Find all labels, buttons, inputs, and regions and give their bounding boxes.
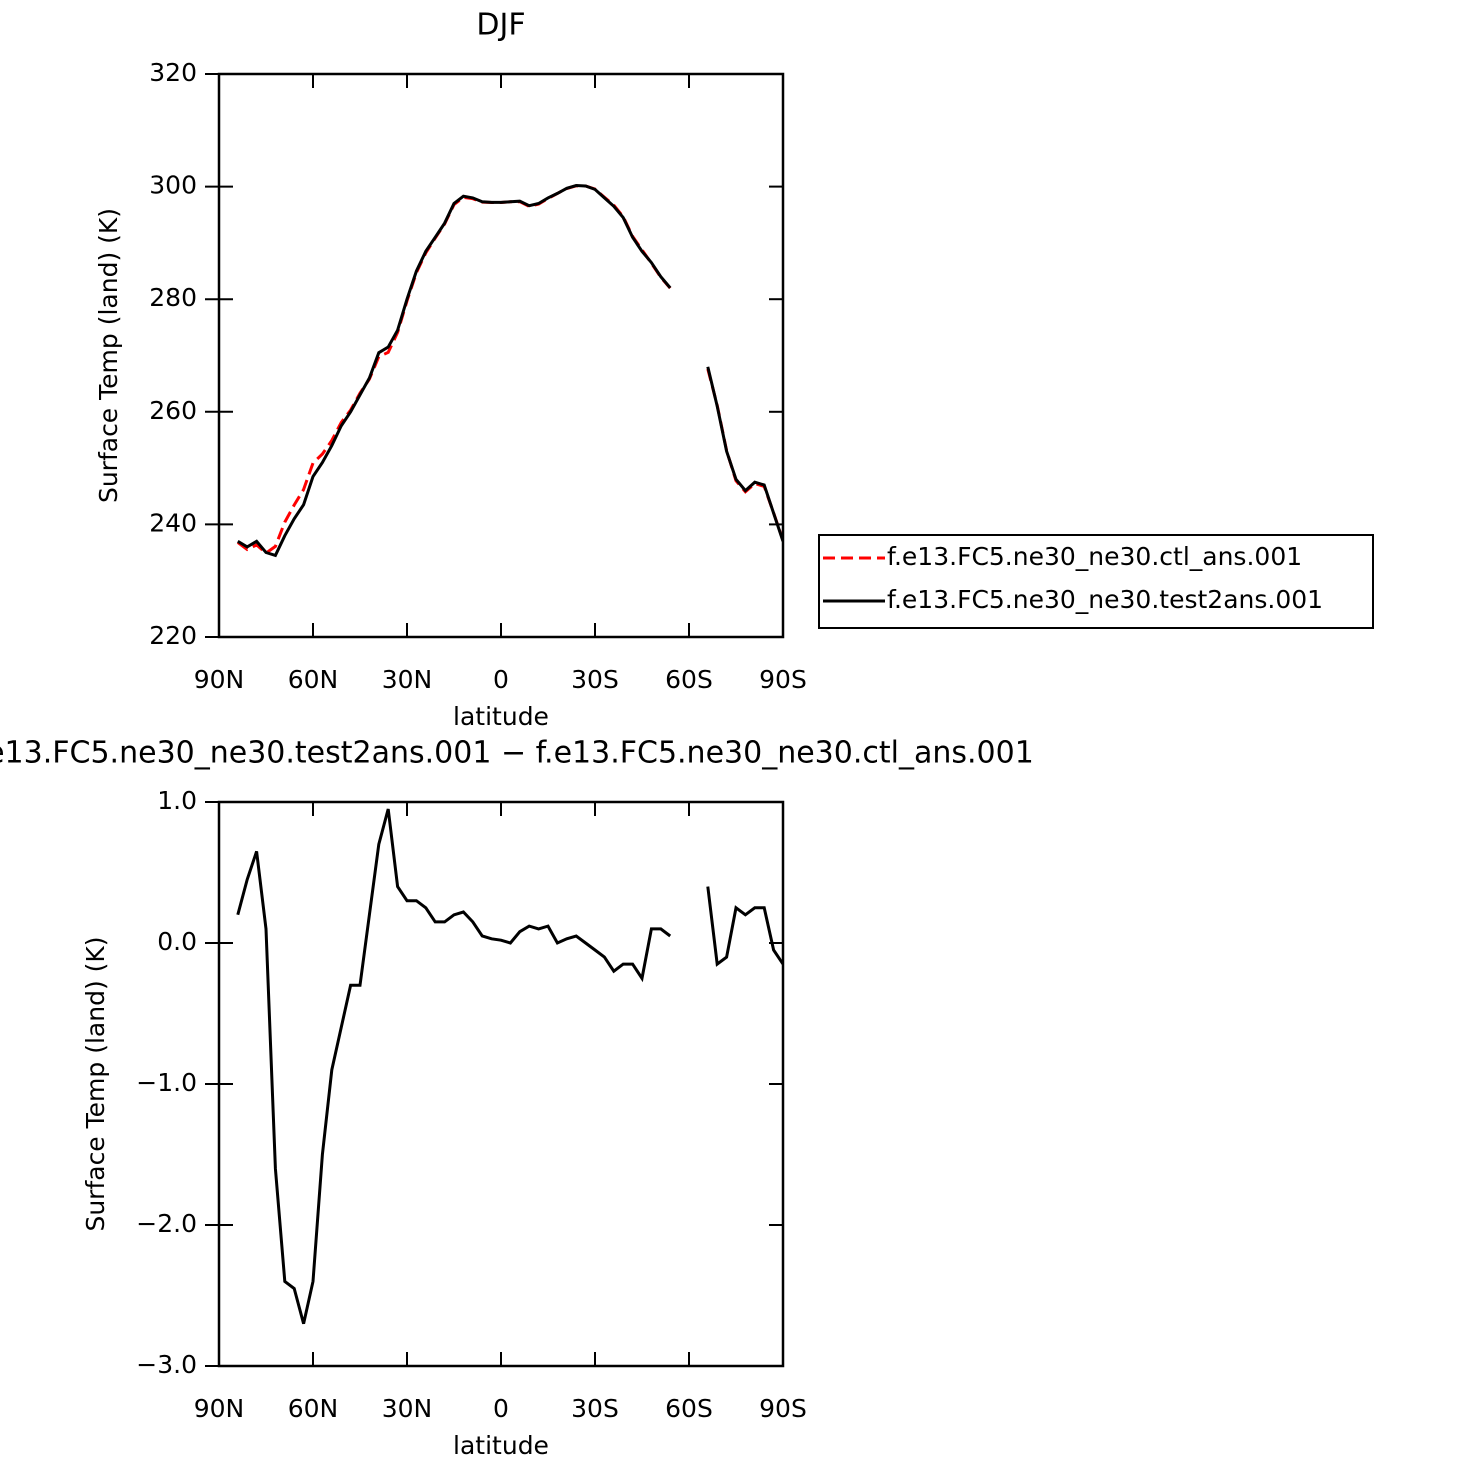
chart-title: DJF bbox=[476, 8, 525, 43]
x-tick-label: 60S bbox=[665, 665, 713, 694]
y-tick-label: 1.0 bbox=[157, 786, 197, 815]
x-tick-label: 0 bbox=[493, 665, 509, 694]
chart-title: f.e13.FC5.ne30_ne30.test2ans.001 − f.e13… bbox=[0, 736, 1034, 771]
y-tick-label: −3.0 bbox=[136, 1350, 197, 1379]
legend-label: f.e13.FC5.ne30_ne30.test2ans.001 bbox=[887, 585, 1323, 614]
x-tick-label: 60S bbox=[665, 1394, 713, 1423]
y-tick-label: 240 bbox=[149, 508, 197, 537]
y-axis-label: Surface Temp (land) (K) bbox=[94, 208, 123, 503]
y-tick-label: 260 bbox=[149, 396, 197, 425]
y-tick-label: 280 bbox=[149, 283, 197, 312]
y-axis-label: Surface Temp (land) (K) bbox=[81, 936, 110, 1231]
legend-label: f.e13.FC5.ne30_ne30.ctl_ans.001 bbox=[887, 542, 1302, 571]
x-tick-label: 30S bbox=[571, 665, 619, 694]
x-axis-label: latitude bbox=[453, 1431, 549, 1460]
x-tick-label: 90S bbox=[759, 665, 807, 694]
y-tick-label: −1.0 bbox=[136, 1068, 197, 1097]
x-axis-label: latitude bbox=[453, 702, 549, 731]
x-tick-label: 60N bbox=[288, 1394, 339, 1423]
x-tick-label: 90N bbox=[194, 1394, 245, 1423]
x-tick-label: 30N bbox=[382, 1394, 433, 1423]
x-tick-label: 30N bbox=[382, 665, 433, 694]
series-line bbox=[236, 808, 783, 1325]
x-tick-label: 0 bbox=[493, 1394, 509, 1423]
y-tick-label: 320 bbox=[149, 58, 197, 87]
y-tick-label: 0.0 bbox=[157, 927, 197, 956]
x-tick-label: 60N bbox=[288, 665, 339, 694]
plot-frame bbox=[217, 800, 785, 1368]
y-tick-label: 300 bbox=[149, 171, 197, 200]
x-tick-label: 30S bbox=[571, 1394, 619, 1423]
x-tick-label: 90S bbox=[759, 1394, 807, 1423]
series-line bbox=[237, 183, 783, 558]
series-line bbox=[236, 184, 783, 556]
legend-box bbox=[818, 534, 1374, 629]
y-tick-label: −2.0 bbox=[136, 1209, 197, 1238]
y-tick-label: 220 bbox=[149, 621, 197, 650]
x-tick-label: 90N bbox=[194, 665, 245, 694]
plot-frame bbox=[217, 72, 785, 639]
